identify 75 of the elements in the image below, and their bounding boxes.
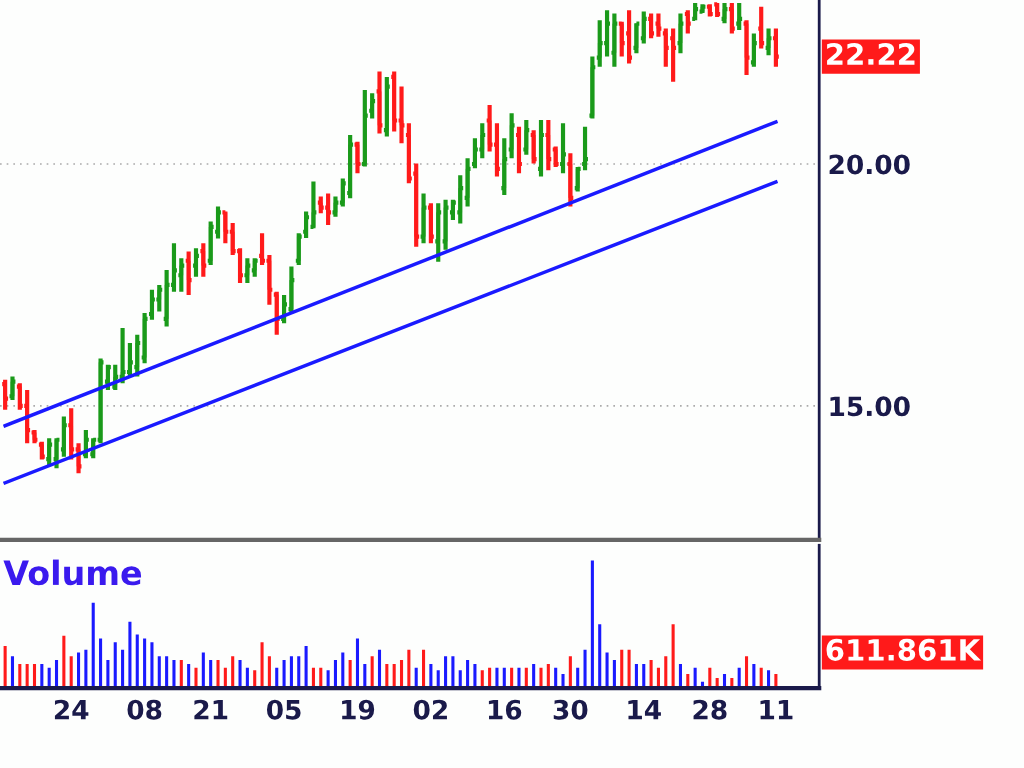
bar — [399, 660, 404, 689]
bar — [620, 649, 624, 689]
bar — [62, 635, 66, 689]
bar — [561, 674, 565, 689]
bar — [260, 642, 264, 689]
bar — [238, 660, 242, 689]
bar — [54, 660, 59, 689]
x-tick-label: 05 — [266, 699, 301, 720]
bar — [10, 656, 15, 689]
bar — [121, 649, 125, 689]
bar — [113, 642, 117, 689]
bar — [77, 652, 81, 689]
bar — [201, 652, 205, 689]
bar — [135, 634, 139, 689]
bar — [150, 642, 154, 689]
bar — [69, 656, 73, 689]
bar — [333, 660, 337, 689]
bar — [444, 656, 448, 689]
bar — [568, 656, 572, 689]
bar — [583, 649, 587, 689]
bar — [451, 656, 455, 689]
chart-title: Volume — [3, 559, 142, 586]
x-tick-label: 02 — [413, 699, 447, 720]
bar — [304, 646, 308, 689]
bar — [216, 660, 220, 689]
bar — [377, 649, 382, 689]
bar — [106, 660, 110, 689]
bar — [744, 656, 749, 689]
x-tick-label: 24 — [54, 699, 89, 720]
x-tick-label: 11 — [760, 700, 793, 720]
bar — [3, 646, 7, 689]
bar — [209, 660, 213, 689]
bar — [649, 660, 653, 689]
bar — [289, 656, 293, 689]
bar — [370, 656, 374, 689]
bar — [194, 667, 198, 689]
bar — [84, 649, 88, 689]
bar — [91, 602, 95, 689]
bar — [172, 660, 176, 689]
x-tick-label: 14 — [628, 700, 661, 720]
bar — [157, 656, 161, 689]
bar — [517, 667, 521, 689]
bar — [179, 660, 183, 689]
bar — [128, 621, 132, 689]
text: 611.861K — [826, 638, 982, 661]
x-tick-label: 19 — [342, 699, 375, 720]
bar — [612, 660, 616, 689]
y-tick-label: 20.00 — [829, 154, 910, 175]
bar — [341, 652, 345, 689]
x-tick-label: 30 — [553, 699, 588, 720]
y-tick-label: 15.00 — [830, 396, 910, 417]
x-tick-label: 28 — [693, 699, 727, 720]
bar — [143, 638, 147, 689]
x-tick-label: 16 — [488, 699, 522, 720]
bar — [355, 638, 360, 689]
bar — [590, 560, 594, 689]
bar — [297, 656, 301, 689]
bar — [598, 624, 602, 689]
text: 22.22 — [827, 43, 915, 65]
bar — [627, 649, 631, 689]
bar — [422, 649, 426, 689]
x-tick-label: 21 — [194, 699, 228, 720]
bar — [267, 656, 271, 689]
bar — [282, 660, 286, 689]
bar — [671, 624, 675, 689]
bar — [664, 656, 668, 689]
bar — [231, 656, 235, 689]
bar — [407, 649, 411, 689]
bar — [605, 652, 609, 689]
bar — [539, 667, 543, 689]
bar — [99, 638, 103, 689]
bar — [165, 656, 169, 689]
bar — [466, 660, 470, 689]
bar — [348, 660, 352, 689]
x-tick-label: 08 — [127, 699, 162, 720]
